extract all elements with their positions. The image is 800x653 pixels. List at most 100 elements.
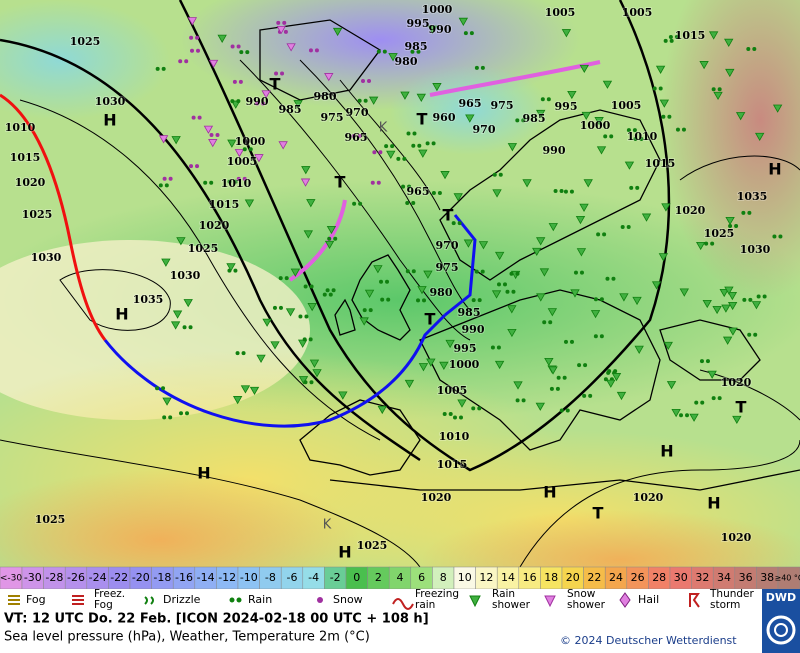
shower-symbol (507, 143, 518, 152)
rain-symbol (477, 298, 482, 303)
shower-symbol (721, 304, 731, 313)
rain-symbol (711, 396, 716, 401)
rain-symbol (442, 411, 447, 416)
pressure-center: H (768, 160, 781, 179)
shower-symbol (536, 293, 546, 302)
shower-symbol (494, 251, 505, 261)
shower-symbol (301, 166, 311, 175)
isobar-label: 970 (436, 239, 459, 252)
rain-symbol (663, 38, 668, 43)
warm-front (0, 93, 107, 341)
shower-symbol (203, 125, 214, 134)
rain-symbol (471, 406, 476, 411)
isobar-label: 985 (458, 306, 481, 319)
rain-symbol (582, 393, 587, 398)
rain-symbol (521, 118, 526, 123)
rain-symbol (515, 271, 520, 276)
rain-symbol (515, 118, 520, 123)
shower-symbol (386, 150, 396, 159)
scale-label: 16 (523, 571, 537, 584)
shower-symbol (728, 327, 738, 336)
rain-symbol (407, 184, 412, 189)
isobar-label: 1020 (675, 204, 706, 217)
rain-symbol (284, 276, 289, 281)
rain-symbol (667, 114, 672, 119)
scale-label: 34 (717, 571, 731, 584)
rain-symbol (588, 393, 593, 398)
isobar-label: 990 (429, 23, 452, 36)
shower-symbol (732, 415, 742, 425)
isobar-label: 1035 (737, 190, 768, 203)
icon-snow-shower (544, 595, 556, 608)
legend-label: Rain shower (492, 588, 531, 611)
rain-symbol (411, 200, 416, 205)
pressure-center: H (115, 305, 128, 324)
isobar-label: 1030 (740, 243, 771, 256)
shower-symbol (539, 268, 550, 277)
shower-symbol (616, 391, 627, 401)
rain-symbol (579, 270, 584, 275)
rain-symbol (239, 50, 244, 55)
shower-symbol (457, 399, 467, 408)
rain-symbol (233, 179, 238, 184)
isobar-label: 1025 (35, 513, 66, 526)
shower-symbol (522, 179, 532, 188)
legend-label: Hail (638, 593, 659, 606)
isobar-label: 1020 (199, 219, 230, 232)
shower-symbol (611, 373, 622, 382)
rain-symbol (431, 190, 436, 195)
scale-label: ≥40 °C (774, 574, 800, 583)
rain-symbol (463, 31, 468, 36)
shower-symbol (719, 288, 729, 298)
scale-label: 18 (544, 571, 558, 584)
shower-symbol (507, 328, 517, 338)
shower-symbol (513, 381, 523, 390)
rain-symbol (196, 48, 201, 53)
rain-symbol (710, 241, 715, 246)
temp-field (660, 0, 800, 300)
pressure-center: H (543, 483, 556, 502)
isobar-label: 960 (433, 111, 456, 124)
shower-symbol (458, 17, 469, 26)
rain-symbol (704, 241, 709, 246)
shower-symbol (172, 310, 183, 319)
rain-symbol (283, 29, 288, 34)
isobar-label: 1010 (627, 130, 658, 143)
scale-label: -18 (153, 571, 171, 584)
shower-symbol (724, 286, 734, 295)
isobar (239, 59, 471, 341)
shower-symbol (548, 366, 558, 375)
shower-symbol (663, 341, 673, 351)
rain-symbol (565, 408, 570, 413)
legend-label-line: storm (710, 599, 740, 611)
pressure-center: H (103, 111, 116, 130)
isobar-label: 985 (279, 103, 302, 116)
shower-symbol (254, 154, 264, 163)
legend-label-line: Fog (94, 599, 113, 611)
isobar (299, 59, 471, 311)
isobar-label: 1010 (5, 121, 36, 134)
scale-label: -16 (175, 571, 193, 584)
shower-symbol (276, 25, 286, 35)
shower-symbol (309, 359, 320, 368)
scale-label: 30 (674, 571, 688, 584)
pressure-center: T (270, 75, 281, 94)
rain-symbol (351, 133, 356, 138)
shower-symbol (208, 139, 218, 148)
legend-label: Freezing rain (415, 588, 459, 611)
scale-label: 28 (652, 571, 666, 584)
shower-symbol (702, 299, 712, 309)
shower-symbol (465, 114, 475, 123)
isobar-label: 1000 (449, 358, 480, 371)
isobar-label: 970 (346, 106, 369, 119)
rain-symbol (609, 134, 614, 139)
scale-label: 0 (353, 571, 360, 584)
icon-drizzle (144, 596, 154, 605)
shower-symbol (171, 136, 181, 145)
shower-symbol (170, 321, 181, 330)
coast (439, 109, 661, 281)
rain-symbol (238, 79, 243, 84)
rain-symbol (563, 339, 568, 344)
rain-symbol (685, 413, 690, 418)
shower-symbol (724, 38, 734, 47)
